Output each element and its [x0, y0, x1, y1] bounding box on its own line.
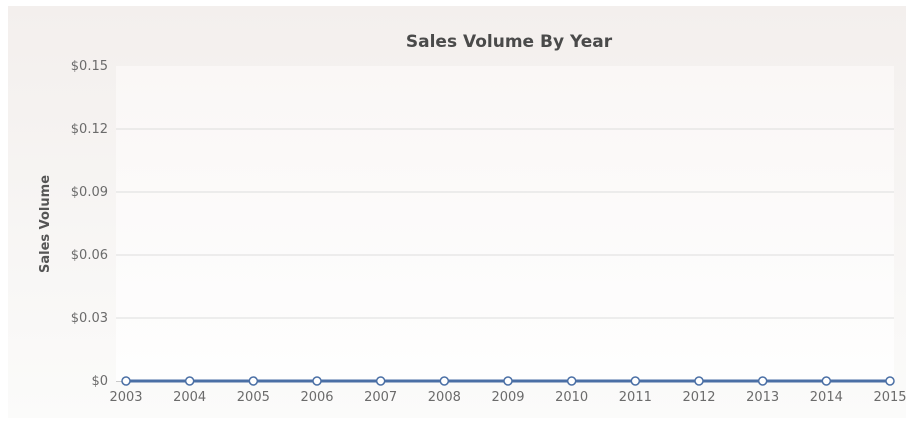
plot-area: [116, 66, 894, 381]
y-tick-label: $0: [91, 374, 108, 389]
data-point[interactable]: [121, 376, 131, 386]
x-tick-label: 2012: [682, 390, 715, 405]
y-axis-ticks: $0 $0.03 $0.06 $0.09 $0.12 $0.15: [71, 59, 108, 389]
y-tick-label: $0.09: [71, 185, 108, 200]
x-tick-label: 2005: [237, 390, 270, 405]
data-point[interactable]: [184, 376, 195, 386]
x-tick-label: 2011: [619, 390, 652, 405]
y-tick-label: $0.15: [71, 59, 108, 74]
x-tick-label: 2014: [810, 390, 843, 405]
data-point[interactable]: [757, 376, 768, 386]
y-tick-label: $0.12: [71, 122, 108, 137]
data-point[interactable]: [694, 376, 704, 386]
y-axis-label: Sales Volume: [38, 175, 53, 273]
data-point[interactable]: [821, 376, 832, 386]
x-tick-label: 2004: [173, 390, 206, 405]
data-point[interactable]: [375, 376, 386, 386]
data-point[interactable]: [503, 376, 513, 386]
x-tick-label: 2008: [428, 390, 461, 405]
x-tick-label: 2006: [300, 390, 333, 405]
x-tick-label: 2010: [555, 390, 588, 405]
x-tick-label: 2013: [746, 390, 779, 405]
data-point[interactable]: [566, 376, 577, 386]
x-axis-ticks: 2003 2004 2005 2006 2007 2008 2009 2010 2011 2012…: [109, 390, 906, 405]
y-tick-label: $0.06: [71, 248, 108, 263]
y-tick-label: $0.03: [71, 311, 108, 326]
data-point[interactable]: [248, 376, 259, 386]
data-point[interactable]: [885, 376, 895, 386]
data-point[interactable]: [439, 376, 450, 386]
x-tick-label: 2009: [491, 390, 524, 405]
data-point[interactable]: [630, 376, 641, 386]
x-tick-label: 2007: [364, 390, 397, 405]
x-tick-label: 2015: [873, 390, 906, 405]
gridlines: [116, 128, 894, 382]
x-tick-label: 2003: [109, 390, 142, 405]
series-layer: [121, 376, 895, 386]
data-point[interactable]: [312, 376, 322, 386]
chart-title: Sales Volume By Year: [406, 32, 613, 52]
